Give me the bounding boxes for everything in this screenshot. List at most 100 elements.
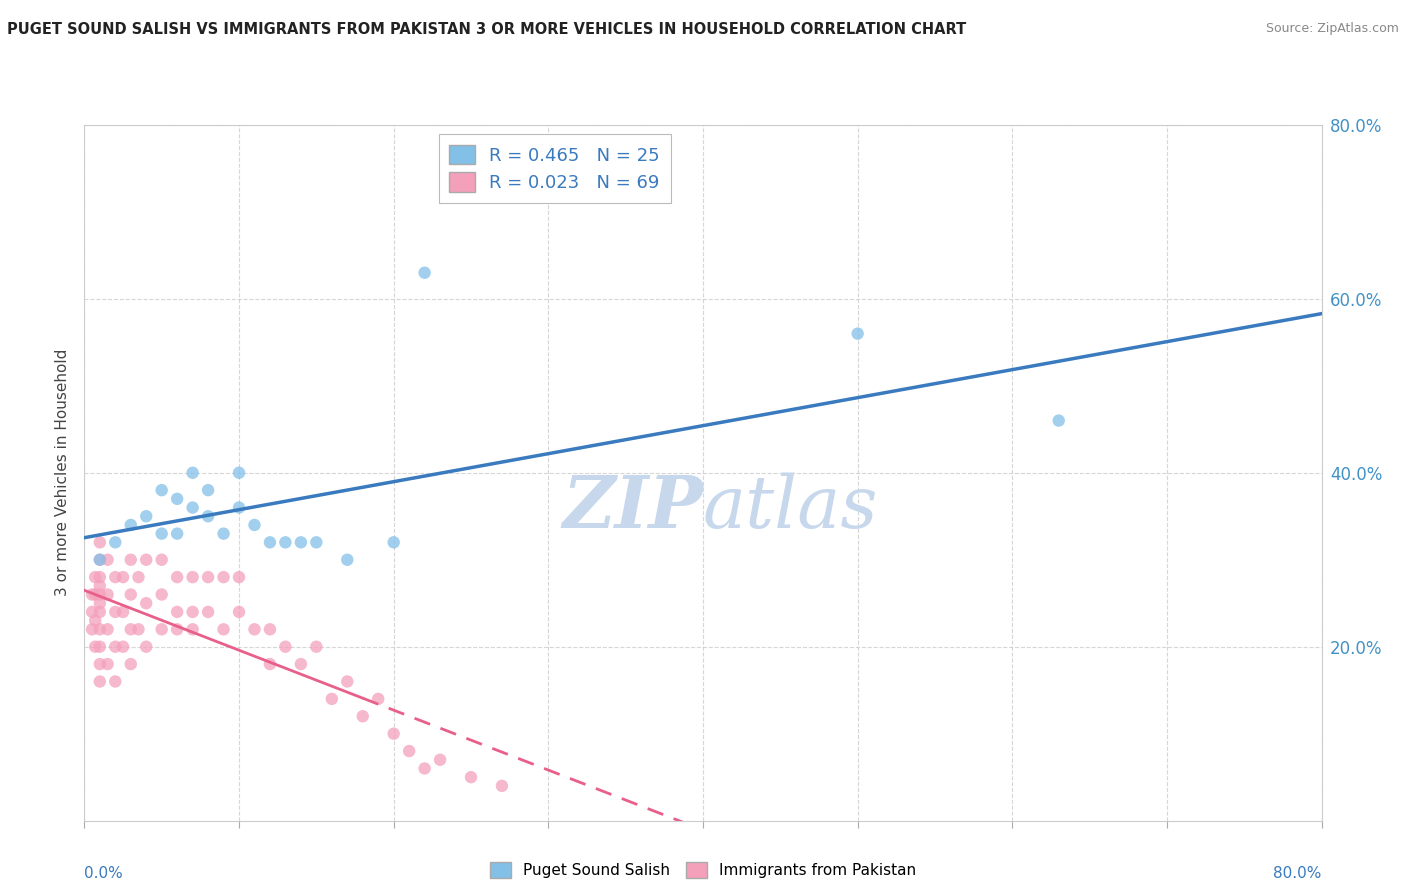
Point bbox=[274, 535, 297, 549]
Point bbox=[135, 596, 157, 610]
Point bbox=[97, 657, 120, 671]
Point bbox=[398, 744, 420, 758]
Point bbox=[89, 674, 111, 689]
Point bbox=[197, 605, 219, 619]
Point bbox=[128, 623, 150, 637]
Point bbox=[89, 570, 111, 584]
Point bbox=[846, 326, 869, 341]
Point bbox=[367, 692, 389, 706]
Y-axis label: 3 or more Vehicles in Household: 3 or more Vehicles in Household bbox=[55, 349, 70, 597]
Point bbox=[197, 483, 219, 497]
Point bbox=[89, 579, 111, 593]
Point bbox=[212, 526, 235, 541]
Point bbox=[135, 552, 157, 567]
Text: 0.0%: 0.0% bbox=[84, 866, 124, 881]
Point bbox=[243, 517, 266, 532]
Point bbox=[305, 535, 328, 549]
Point bbox=[150, 483, 173, 497]
Point bbox=[97, 587, 120, 601]
Point bbox=[104, 570, 127, 584]
Point bbox=[112, 570, 135, 584]
Point bbox=[228, 605, 250, 619]
Point bbox=[97, 623, 120, 637]
Legend: Puget Sound Salish, Immigrants from Pakistan: Puget Sound Salish, Immigrants from Paki… bbox=[484, 856, 922, 884]
Point bbox=[413, 761, 436, 775]
Point bbox=[228, 570, 250, 584]
Legend: R = 0.465   N = 25, R = 0.023   N = 69: R = 0.465 N = 25, R = 0.023 N = 69 bbox=[439, 134, 671, 202]
Point bbox=[305, 640, 328, 654]
Point bbox=[382, 726, 405, 740]
Point bbox=[1047, 414, 1070, 428]
Point bbox=[150, 526, 173, 541]
Point bbox=[89, 587, 111, 601]
Point bbox=[89, 605, 111, 619]
Point bbox=[460, 770, 482, 784]
Point bbox=[197, 570, 219, 584]
Point bbox=[382, 535, 405, 549]
Point bbox=[89, 657, 111, 671]
Point bbox=[84, 640, 107, 654]
Point bbox=[112, 605, 135, 619]
Point bbox=[290, 535, 312, 549]
Point bbox=[243, 623, 266, 637]
Point bbox=[104, 640, 127, 654]
Point bbox=[259, 623, 281, 637]
Point bbox=[84, 570, 107, 584]
Point bbox=[97, 552, 120, 567]
Point bbox=[89, 596, 111, 610]
Point bbox=[274, 640, 297, 654]
Point bbox=[429, 753, 451, 767]
Point bbox=[104, 605, 127, 619]
Point bbox=[321, 692, 343, 706]
Point bbox=[104, 535, 127, 549]
Point bbox=[336, 674, 359, 689]
Text: ZIP: ZIP bbox=[562, 472, 703, 543]
Point bbox=[89, 535, 111, 549]
Point bbox=[112, 640, 135, 654]
Text: 80.0%: 80.0% bbox=[1274, 866, 1322, 881]
Point bbox=[150, 587, 173, 601]
Point bbox=[135, 640, 157, 654]
Point bbox=[352, 709, 374, 723]
Point bbox=[120, 517, 142, 532]
Point bbox=[181, 570, 204, 584]
Point bbox=[135, 509, 157, 524]
Point bbox=[181, 466, 204, 480]
Point bbox=[120, 623, 142, 637]
Point bbox=[212, 623, 235, 637]
Point bbox=[150, 623, 173, 637]
Point bbox=[82, 587, 104, 601]
Point bbox=[166, 526, 188, 541]
Point bbox=[166, 623, 188, 637]
Point bbox=[166, 570, 188, 584]
Point bbox=[290, 657, 312, 671]
Point bbox=[82, 623, 104, 637]
Point bbox=[104, 674, 127, 689]
Text: atlas: atlas bbox=[703, 472, 879, 543]
Point bbox=[89, 640, 111, 654]
Point bbox=[89, 552, 111, 567]
Point bbox=[84, 587, 107, 601]
Point bbox=[228, 466, 250, 480]
Point bbox=[84, 614, 107, 628]
Point bbox=[259, 657, 281, 671]
Point bbox=[181, 605, 204, 619]
Point bbox=[120, 552, 142, 567]
Point bbox=[150, 552, 173, 567]
Point bbox=[166, 491, 188, 506]
Text: PUGET SOUND SALISH VS IMMIGRANTS FROM PAKISTAN 3 OR MORE VEHICLES IN HOUSEHOLD C: PUGET SOUND SALISH VS IMMIGRANTS FROM PA… bbox=[7, 22, 966, 37]
Point bbox=[181, 500, 204, 515]
Text: Source: ZipAtlas.com: Source: ZipAtlas.com bbox=[1265, 22, 1399, 36]
Point bbox=[89, 623, 111, 637]
Point bbox=[89, 552, 111, 567]
Point bbox=[413, 266, 436, 280]
Point bbox=[181, 623, 204, 637]
Point bbox=[166, 605, 188, 619]
Point bbox=[259, 535, 281, 549]
Point bbox=[336, 552, 359, 567]
Point bbox=[197, 509, 219, 524]
Point bbox=[128, 570, 150, 584]
Point bbox=[120, 657, 142, 671]
Point bbox=[120, 587, 142, 601]
Point bbox=[491, 779, 513, 793]
